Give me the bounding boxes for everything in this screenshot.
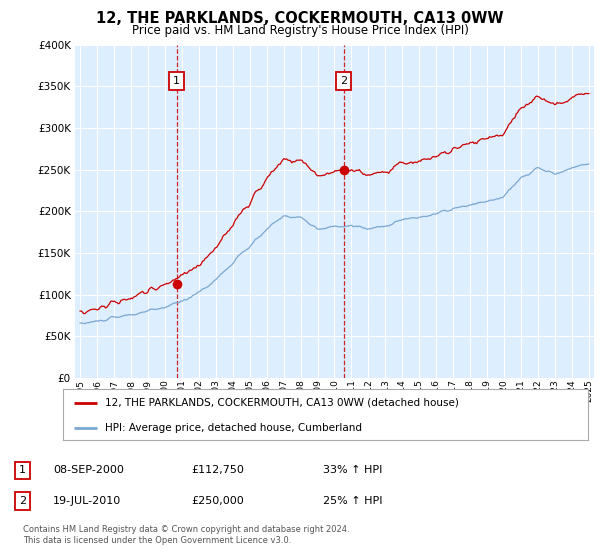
Text: 33% ↑ HPI: 33% ↑ HPI <box>323 465 382 475</box>
Text: HPI: Average price, detached house, Cumberland: HPI: Average price, detached house, Cumb… <box>105 423 362 433</box>
Text: 08-SEP-2000: 08-SEP-2000 <box>53 465 124 475</box>
Text: 12, THE PARKLANDS, COCKERMOUTH, CA13 0WW (detached house): 12, THE PARKLANDS, COCKERMOUTH, CA13 0WW… <box>105 398 459 408</box>
Text: 2: 2 <box>19 496 26 506</box>
Text: Price paid vs. HM Land Registry's House Price Index (HPI): Price paid vs. HM Land Registry's House … <box>131 24 469 36</box>
Text: 12, THE PARKLANDS, COCKERMOUTH, CA13 0WW: 12, THE PARKLANDS, COCKERMOUTH, CA13 0WW <box>96 11 504 26</box>
Text: £250,000: £250,000 <box>191 496 244 506</box>
Text: Contains HM Land Registry data © Crown copyright and database right 2024.
This d: Contains HM Land Registry data © Crown c… <box>23 525 349 545</box>
Text: 1: 1 <box>19 465 26 475</box>
Text: £112,750: £112,750 <box>191 465 244 475</box>
Text: 2: 2 <box>340 76 347 86</box>
Text: 19-JUL-2010: 19-JUL-2010 <box>53 496 121 506</box>
Text: 1: 1 <box>173 76 180 86</box>
Text: 25% ↑ HPI: 25% ↑ HPI <box>323 496 382 506</box>
